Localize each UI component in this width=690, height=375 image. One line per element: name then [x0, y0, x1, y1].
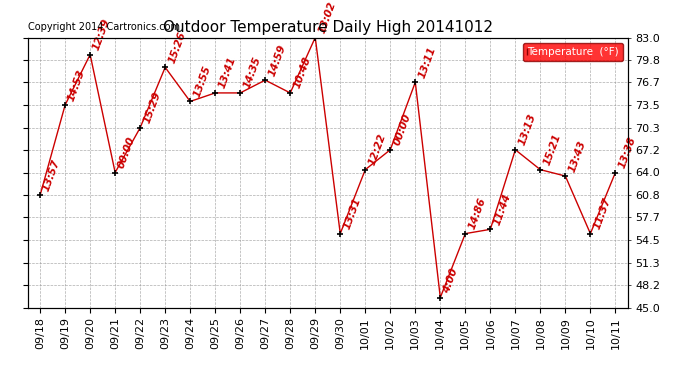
Text: 13:02: 13:02 — [317, 0, 337, 35]
Text: 13:13: 13:13 — [517, 112, 538, 147]
Text: 14:35: 14:35 — [241, 56, 262, 90]
Text: 15:29: 15:29 — [141, 90, 162, 125]
Text: 14:53: 14:53 — [66, 68, 87, 102]
Text: 13:41: 13:41 — [217, 56, 237, 90]
Text: Copyright 2014 Cartronics.com: Copyright 2014 Cartronics.com — [28, 22, 179, 32]
Text: 15:21: 15:21 — [542, 132, 562, 167]
Text: 13:43: 13:43 — [566, 139, 587, 173]
Text: 11:37: 11:37 — [592, 196, 613, 231]
Text: 00:00: 00:00 — [392, 112, 413, 147]
Text: 14:86: 14:86 — [466, 196, 487, 231]
Text: 14:59: 14:59 — [266, 43, 287, 77]
Text: 10:48: 10:48 — [292, 56, 313, 90]
Text: 4:00: 4:00 — [442, 267, 460, 295]
Text: 13:38: 13:38 — [617, 135, 638, 170]
Text: 13:57: 13:57 — [41, 158, 62, 192]
Text: 13:55: 13:55 — [192, 64, 213, 99]
Text: 12:22: 12:22 — [366, 132, 387, 167]
Text: 00:00: 00:00 — [117, 135, 137, 170]
Title: Outdoor Temperature Daily High 20141012: Outdoor Temperature Daily High 20141012 — [163, 20, 493, 35]
Text: 13:31: 13:31 — [342, 196, 362, 231]
Text: 11:44: 11:44 — [492, 192, 513, 226]
Text: 15:26: 15:26 — [166, 30, 187, 64]
Text: 13:11: 13:11 — [417, 45, 437, 80]
Text: 12:39: 12:39 — [92, 17, 112, 52]
Legend: Temperature  (°F): Temperature (°F) — [523, 43, 622, 61]
